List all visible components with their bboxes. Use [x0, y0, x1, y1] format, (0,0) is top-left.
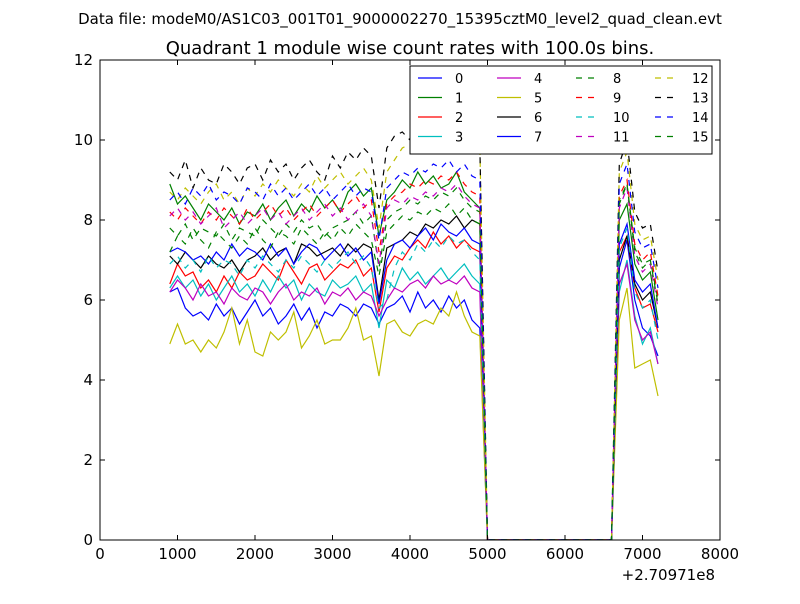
- y-tick-label: 4: [83, 371, 93, 389]
- legend-label-7: 7: [534, 131, 542, 146]
- series-line-7: [169, 221, 659, 540]
- legend-box: [409, 65, 713, 155]
- series-line-0: [169, 239, 659, 540]
- legend-label-3: 3: [455, 131, 463, 146]
- legend-label-12: 12: [692, 72, 709, 87]
- figure-suptitle: Data file: modeM0/AS1C03_001T01_90000022…: [78, 10, 722, 29]
- series-line-14: [169, 159, 659, 540]
- y-tick-label: 2: [83, 451, 93, 469]
- series-line-15: [169, 183, 659, 540]
- y-tick-label: 8: [83, 211, 93, 229]
- legend-label-6: 6: [534, 111, 542, 126]
- legend-label-9: 9: [613, 92, 621, 107]
- legend-label-10: 10: [613, 111, 630, 126]
- series-line-6: [169, 215, 659, 540]
- legend-label-5: 5: [534, 92, 542, 107]
- legend-label-15: 15: [692, 131, 709, 146]
- series-line-3: [169, 259, 659, 540]
- x-tick-label: 0: [95, 545, 105, 563]
- series-line-5: [169, 287, 659, 540]
- series-line-9: [169, 171, 659, 540]
- legend-label-0: 0: [455, 72, 463, 87]
- x-tick-label: 7000: [623, 545, 661, 563]
- x-tick-label: 8000: [701, 545, 739, 563]
- y-tick-label: 12: [74, 51, 93, 69]
- x-tick-label: 4000: [391, 545, 429, 563]
- x-tick-label: 3000: [313, 545, 351, 563]
- series-line-4: [169, 261, 659, 540]
- x-tick-label: 5000: [468, 545, 506, 563]
- series-line-11: [169, 183, 659, 540]
- x-tick-label: 6000: [546, 545, 584, 563]
- legend-label-13: 13: [692, 92, 709, 107]
- y-tick-label: 0: [83, 531, 93, 549]
- x-offset-label: +2.70971e8: [622, 566, 715, 584]
- series-line-8: [169, 181, 659, 540]
- legend-label-4: 4: [534, 72, 542, 87]
- legend-label-8: 8: [613, 72, 621, 87]
- axes-layer: 0 1000 2000 3000 4000 5000 6000 7000 80000246810…: [74, 51, 739, 563]
- chart-title: Quadrant 1 module wise count rates with …: [166, 38, 655, 59]
- y-tick-label: 10: [74, 131, 93, 149]
- legend-label-1: 1: [455, 92, 463, 107]
- legend-label-14: 14: [692, 111, 709, 126]
- legend-label-11: 11: [613, 131, 630, 146]
- x-tick-label: 1000: [158, 545, 196, 563]
- series-line-2: [169, 230, 659, 540]
- legend-label-2: 2: [455, 111, 463, 126]
- x-tick-label: 2000: [236, 545, 274, 563]
- y-tick-label: 6: [83, 291, 93, 309]
